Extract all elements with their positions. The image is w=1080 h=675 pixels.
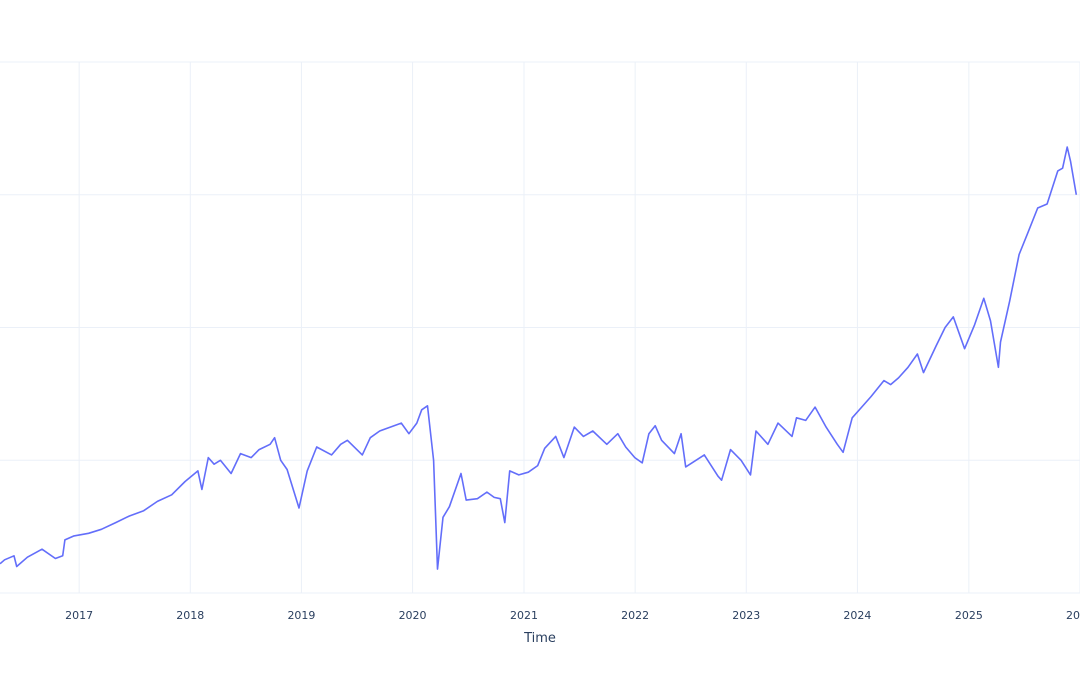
x-tick-label-2026: 2026 <box>1066 609 1080 622</box>
x-tick-label-2018: 2018 <box>176 609 204 622</box>
x-tick-label-2019: 2019 <box>287 609 315 622</box>
x-tick-label-2024: 2024 <box>843 609 871 622</box>
y-gridlines <box>0 61 1080 594</box>
x-tick-label-2023: 2023 <box>732 609 760 622</box>
x-tick-labels: 2017 2018 2019 2020 2021 2022 2023 2024 2025 2026 <box>65 609 1080 622</box>
x-axis-title: Time <box>523 631 556 646</box>
x-tick-label-2020: 2020 <box>399 609 427 622</box>
x-tick-label-2021: 2021 <box>510 609 538 622</box>
x-tick-label-2025: 2025 <box>955 609 983 622</box>
x-tick-label-2022: 2022 <box>621 609 649 622</box>
series-line-0 <box>0 146 1078 570</box>
series-layer <box>0 146 1078 570</box>
x-tick-label-2017: 2017 <box>65 609 93 622</box>
